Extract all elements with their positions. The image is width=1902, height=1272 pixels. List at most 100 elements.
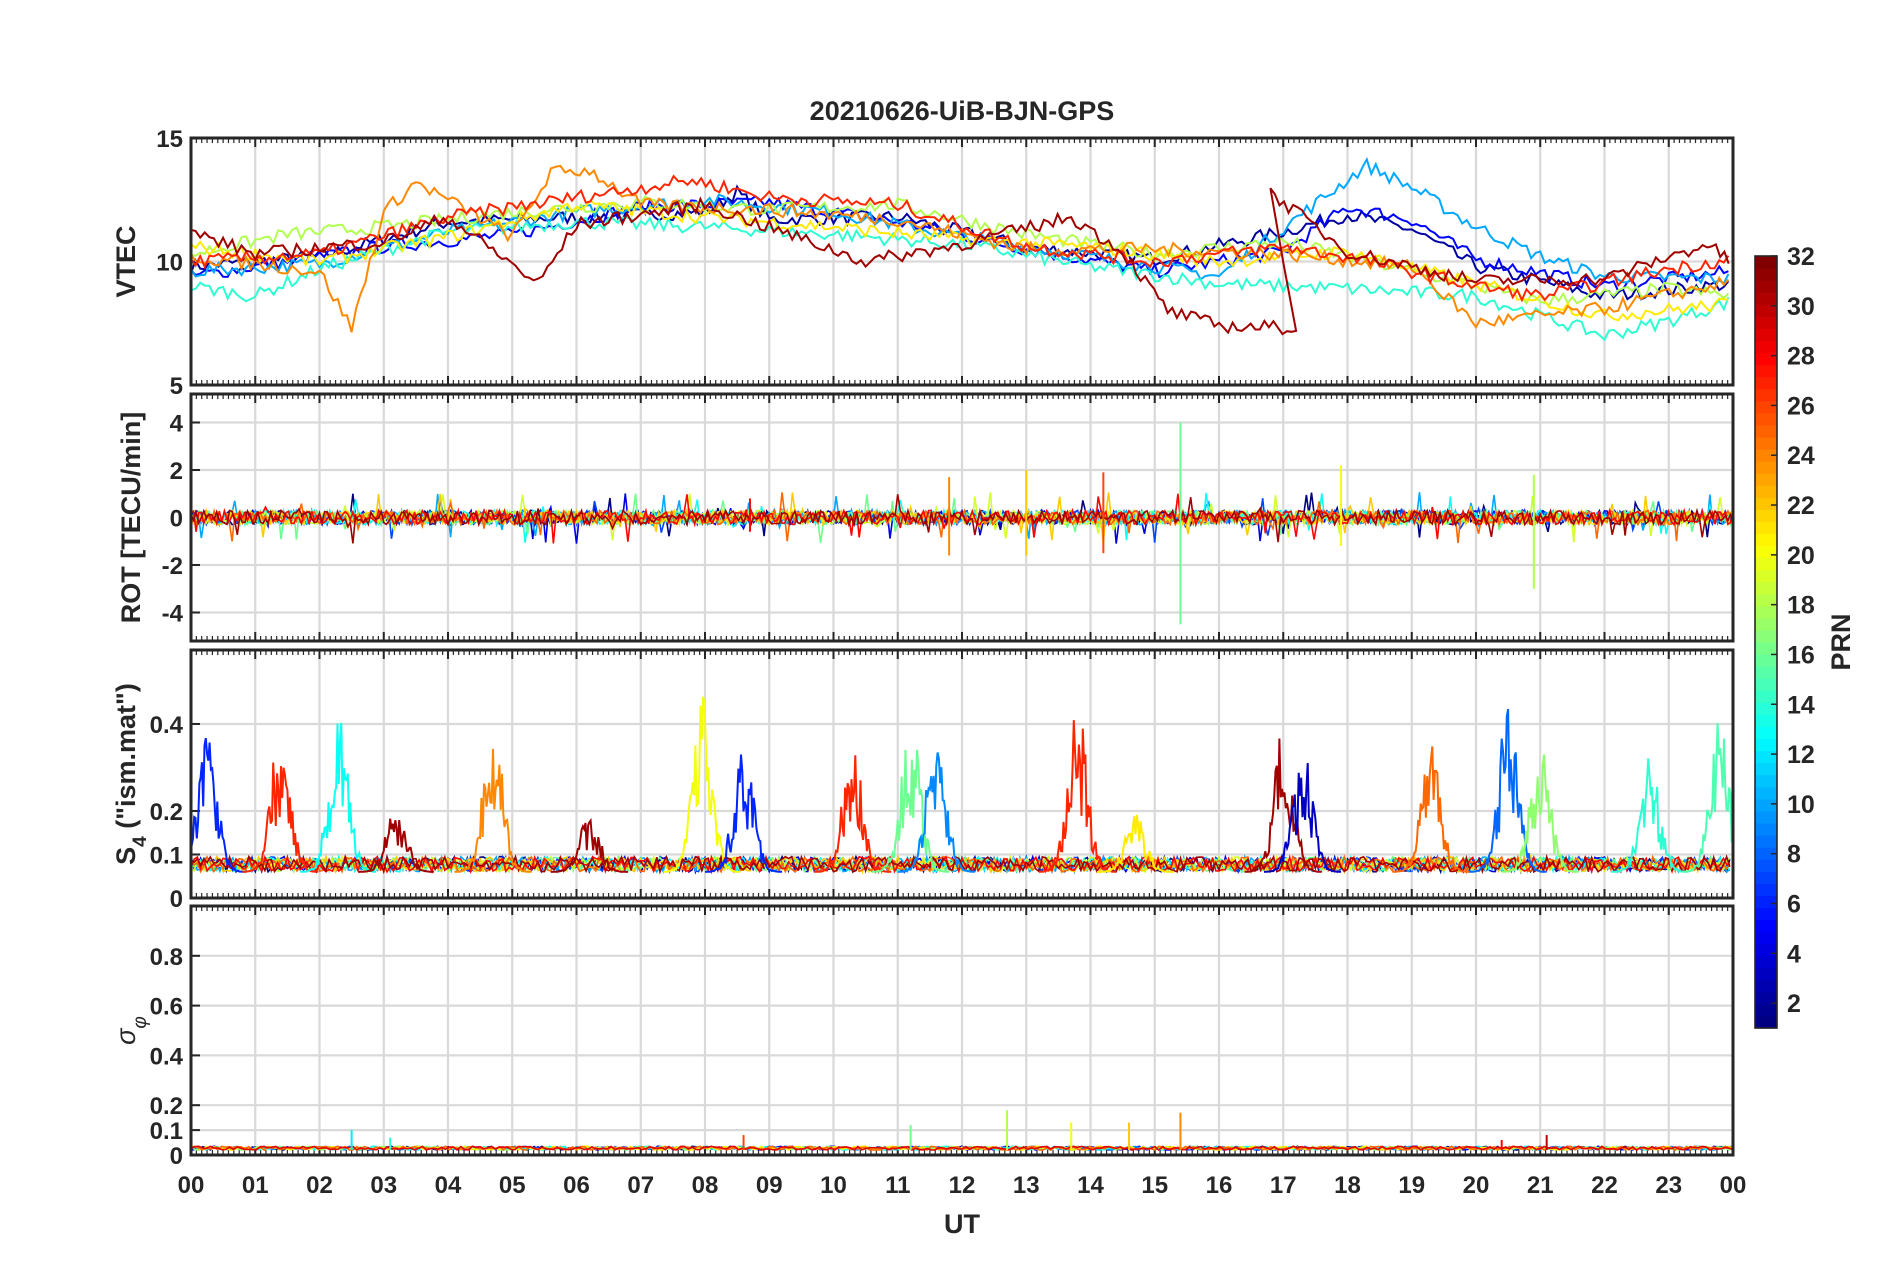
y-axis-label-main: S <box>111 847 141 865</box>
s4-burst-prn-14 <box>1610 758 1689 873</box>
colorbar-segment <box>1755 424 1777 438</box>
s4-burst-prn-21 <box>1096 814 1174 873</box>
x-tick-label: 01 <box>242 1172 269 1199</box>
colorbar-label: PRN <box>1826 613 1856 670</box>
y-tick-label: 15 <box>156 126 183 153</box>
panel-s4: 00.10.20.4S4 ("ism.mat") <box>111 648 1735 913</box>
colorbar-segment <box>1755 642 1777 655</box>
x-tick-label: 15 <box>1141 1172 1168 1199</box>
vtec-series-prn-27 <box>191 174 1730 303</box>
s4-burst-prn-6 <box>704 754 783 873</box>
colorbar-segment <box>1755 726 1777 740</box>
panel-vtec: 5 10 15 VTEC <box>111 126 1735 400</box>
colorbar-segment <box>1755 666 1777 679</box>
x-tick-label: 13 <box>1013 1172 1040 1199</box>
colorbar-segment <box>1755 750 1777 764</box>
y-axis-label-sub: φ <box>130 1016 151 1028</box>
y-tick-label: 10 <box>156 250 183 277</box>
colorbar-segment <box>1755 871 1777 884</box>
s4-burst-prn-17 <box>1501 754 1579 873</box>
colorbar-tick-label: 18 <box>1787 592 1815 620</box>
rot-series-prn-31 <box>191 494 1733 544</box>
colorbar-segment <box>1755 1003 1777 1017</box>
colorbar-segment <box>1755 605 1777 619</box>
y-tick-label: 2 <box>170 458 183 485</box>
colorbar-tick-label: 32 <box>1787 243 1815 271</box>
y-tick-label: 0 <box>170 886 183 913</box>
colorbar-tick-label: 12 <box>1787 741 1815 769</box>
colorbar-segment <box>1755 774 1777 788</box>
colorbar-segment <box>1755 847 1777 860</box>
s4-burst-prn-27 <box>242 762 319 873</box>
colorbar-tick-label: 20 <box>1787 542 1815 570</box>
colorbar-segment <box>1755 449 1777 462</box>
x-tick-label: 07 <box>627 1172 654 1199</box>
colorbar-segment <box>1755 955 1777 969</box>
x-tick-label: 00 <box>1720 1172 1747 1199</box>
y-axis-label-sub: 4 <box>130 836 151 847</box>
s4-burst-prn-31 <box>550 817 628 873</box>
colorbar-segment <box>1755 907 1777 921</box>
colorbar-tick-label: 30 <box>1787 293 1815 321</box>
colorbar-segment <box>1755 786 1777 800</box>
x-tick-label: 19 <box>1398 1172 1425 1199</box>
vtec-series-prn-31 <box>191 187 1730 336</box>
x-tick-label: 09 <box>756 1172 783 1199</box>
colorbar-segment <box>1755 822 1777 836</box>
s4-burst-prn-16 <box>872 749 950 873</box>
panel-frame <box>189 904 1735 1157</box>
colorbar-segment <box>1755 835 1777 848</box>
s4-burst-prn-6 <box>191 737 245 873</box>
x-axis-label: UT <box>944 1209 980 1239</box>
colorbar-tick-label: 26 <box>1787 392 1815 420</box>
colorbar-segment <box>1755 521 1777 535</box>
colorbar-segment <box>1755 328 1777 342</box>
x-tick-label: 17 <box>1270 1172 1297 1199</box>
s4-burst-prn-20 <box>663 696 741 873</box>
panel-frame <box>189 136 1735 387</box>
y-tick-label: 0.6 <box>150 994 183 1021</box>
x-tick-label: 06 <box>563 1172 590 1199</box>
colorbar-segment <box>1755 943 1777 957</box>
s4-burst-prn-15 <box>1681 723 1733 873</box>
s4-burst-prn-8 <box>1469 708 1547 873</box>
colorbar-segment <box>1755 919 1777 933</box>
x-tick-label: 21 <box>1527 1172 1554 1199</box>
colorbar-segment <box>1755 859 1777 872</box>
colorbar-frame <box>1754 255 1778 1029</box>
y-tick-label: 0.4 <box>150 712 184 739</box>
colorbar-segment <box>1755 883 1777 896</box>
colorbar-segment <box>1755 376 1777 390</box>
colorbar-segment <box>1755 617 1777 631</box>
colorbar-segment <box>1755 340 1777 354</box>
colorbar-segment <box>1755 979 1777 993</box>
series-group <box>191 422 1733 625</box>
y-tick-label: 0.1 <box>150 842 183 869</box>
y-tick-label: 4 <box>170 411 184 438</box>
panel-rot: -4 -2 0 2 4 ROT [TECU/min] <box>116 392 1735 643</box>
colorbar-segment <box>1755 256 1777 269</box>
colorbar-segment <box>1755 714 1777 728</box>
y-axis-label-tail: ("ism.mat") <box>111 683 141 836</box>
x-tick-label: 00 <box>178 1172 205 1199</box>
s4-burst-prn-25 <box>1392 746 1470 873</box>
sigma-series-prn-29 <box>191 1145 1733 1152</box>
colorbar-tick-label: 22 <box>1787 492 1815 520</box>
y-tick-label: -4 <box>162 601 184 628</box>
colorbar-segment <box>1755 931 1777 945</box>
colorbar-segment <box>1755 497 1777 510</box>
vtec-series-prn-24 <box>191 164 1730 333</box>
colorbar-segment <box>1755 629 1777 643</box>
series-group <box>191 696 1733 875</box>
x-tick-label: 10 <box>820 1172 847 1199</box>
x-tick-label: 02 <box>306 1172 333 1199</box>
chart-title: 20210626-UiB-BJN-GPS <box>810 96 1115 126</box>
colorbar-segment <box>1755 762 1777 776</box>
y-tick-label: 0.1 <box>150 1118 183 1145</box>
colorbar-segment <box>1755 738 1777 752</box>
y-tick-label: 0.8 <box>150 944 183 971</box>
colorbar-segment <box>1755 292 1777 305</box>
colorbar-segment <box>1755 436 1777 450</box>
y-tick-label: 0.2 <box>150 1093 183 1120</box>
x-tick-label: 18 <box>1334 1172 1361 1199</box>
